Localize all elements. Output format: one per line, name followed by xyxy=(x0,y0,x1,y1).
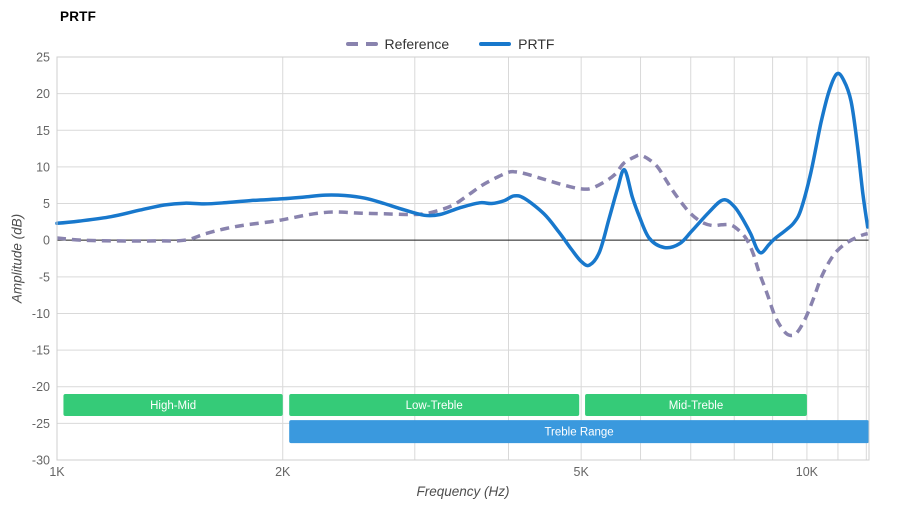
x-axis-title: Frequency (Hz) xyxy=(416,484,510,499)
legend-label-reference: Reference xyxy=(384,36,450,52)
legend: Reference PRTF xyxy=(0,36,900,52)
band-mid-treble xyxy=(585,394,807,417)
legend-label-prtf: PRTF xyxy=(518,36,555,52)
band-treble-range xyxy=(289,420,870,444)
x-tick-label: 10K xyxy=(796,465,819,479)
y-tick-label: -20 xyxy=(32,380,50,394)
band-high-mid xyxy=(63,394,283,417)
legend-item-reference[interactable]: Reference xyxy=(345,36,450,52)
reference-curve xyxy=(56,153,869,338)
y-tick-label: 20 xyxy=(36,87,50,101)
chart-title: PRTF xyxy=(60,9,97,24)
y-tick-label: 10 xyxy=(36,160,50,174)
y-tick-label: 0 xyxy=(43,234,50,248)
y-axis-title: Amplitude (dB) xyxy=(9,213,25,304)
legend-item-prtf[interactable]: PRTF xyxy=(479,36,554,52)
y-tick-label: -10 xyxy=(32,307,50,321)
band-label-high-mid: High-Mid xyxy=(150,400,196,412)
plot-border xyxy=(56,56,870,461)
band-label-mid-treble: Mid-Treble xyxy=(669,400,724,412)
band-low-treble xyxy=(289,394,580,417)
prtf-curve xyxy=(55,71,870,268)
y-tick-label: 15 xyxy=(36,124,50,138)
y-tick-label: -25 xyxy=(32,417,50,431)
y-tick-label: -15 xyxy=(32,344,50,358)
x-tick-label: 1K xyxy=(49,465,65,479)
x-tick-label: 5K xyxy=(574,465,590,479)
y-tick-label: -30 xyxy=(32,454,50,468)
y-tick-label: 5 xyxy=(43,197,50,211)
band-label-low-treble: Low-Treble xyxy=(406,400,463,412)
y-tick-label: -5 xyxy=(39,270,50,284)
band-label-treble-range: Treble Range xyxy=(544,427,613,439)
x-tick-label: 2K xyxy=(275,465,291,479)
reference-dashed-line-icon xyxy=(345,42,378,46)
prtf-solid-line-icon xyxy=(479,42,512,46)
y-tick-label: 25 xyxy=(36,51,50,65)
